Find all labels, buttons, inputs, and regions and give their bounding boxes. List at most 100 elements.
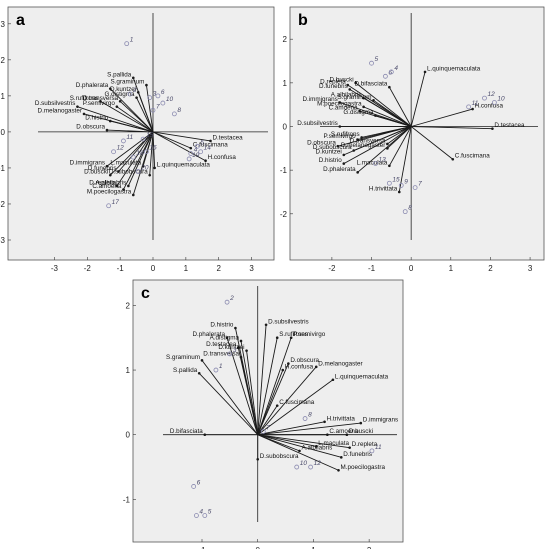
x-tick-label: -2 xyxy=(328,264,336,273)
vector-arrow xyxy=(109,131,154,176)
vector-arrow xyxy=(118,131,154,172)
vector-tip xyxy=(108,87,112,90)
vector-arrow xyxy=(198,372,259,436)
vector-tip xyxy=(348,446,351,449)
sample-point-label: 12 xyxy=(117,145,125,152)
vector-tip xyxy=(76,105,79,108)
sample-point-label: 3 xyxy=(153,91,157,98)
vector-arrow xyxy=(149,131,154,176)
vector-label: S.graminum xyxy=(110,79,144,86)
sample-point-label: 5 xyxy=(208,509,212,516)
x-tick-label: 2 xyxy=(367,546,372,549)
sample-point xyxy=(412,185,418,191)
sample-point xyxy=(466,104,472,110)
vector-arrow xyxy=(100,100,154,133)
vector-tip xyxy=(359,421,363,425)
vector-tip xyxy=(256,457,260,461)
vector-label: D.transversa xyxy=(350,137,386,144)
panel-a: a-3-2-10123-3-2-10123S.graminumS.pallida… xyxy=(0,6,275,273)
vector-label: D.melanogaster xyxy=(341,142,385,149)
x-tick-label: -1 xyxy=(117,264,125,273)
sample-point xyxy=(124,41,130,47)
vector-label: G.distigma xyxy=(104,91,135,98)
sample-point xyxy=(198,149,204,155)
sample-point-label: 2 xyxy=(132,87,137,94)
vector-arrow xyxy=(343,126,412,164)
vector-tip xyxy=(197,371,201,375)
vector-arrow xyxy=(257,363,289,435)
sample-point-label: 12 xyxy=(314,460,322,467)
sample-point-label: 16 xyxy=(149,145,157,152)
sample-point-label: 5 xyxy=(375,56,379,63)
vector-tip xyxy=(386,142,389,146)
sample-point-label: 1 xyxy=(130,37,134,44)
y-tick-label: -1 xyxy=(0,164,6,173)
sample-point xyxy=(111,149,116,155)
vector-label: D.funebris xyxy=(88,165,117,172)
vector-tip xyxy=(281,368,285,372)
vector-tip xyxy=(136,90,140,94)
vector-tip xyxy=(236,346,240,349)
y-tick-label: -1 xyxy=(280,166,288,175)
vector-label: D.funebris xyxy=(343,451,372,458)
vector-label: M.poecilogastra xyxy=(87,188,132,195)
sample-point xyxy=(135,169,141,174)
vector-tip xyxy=(239,339,243,343)
vector-arrow xyxy=(240,357,259,435)
vector-arrow xyxy=(337,126,412,147)
vector-arrow xyxy=(257,405,278,435)
vector-arrow xyxy=(106,131,154,167)
y-tick-label: 2 xyxy=(283,35,288,44)
vector-arrow xyxy=(410,71,426,127)
vector-arrow xyxy=(357,126,412,173)
sample-point xyxy=(121,138,126,144)
vector-tip xyxy=(148,173,152,177)
sample-point-label: 9 xyxy=(404,178,408,185)
sample-point-label: 13 xyxy=(378,157,386,164)
vector-tip xyxy=(362,105,365,109)
vector-tip xyxy=(264,323,268,327)
vector-label: D.repleta xyxy=(89,179,115,186)
vector-tip xyxy=(423,70,427,74)
sample-point-label: 18 xyxy=(136,150,144,157)
vector-label: H.confusa xyxy=(285,364,314,371)
vector-arrow xyxy=(363,97,412,127)
y-tick-label: 0 xyxy=(126,431,131,440)
sample-point xyxy=(186,156,192,162)
sample-point-label: 11 xyxy=(472,100,479,107)
vector-tip xyxy=(336,144,340,148)
vector-label: A.albilabris xyxy=(302,444,333,451)
vector-arrow xyxy=(145,85,154,132)
vector-tip xyxy=(372,99,375,102)
sample-point xyxy=(302,416,308,421)
vector-tip xyxy=(239,355,243,359)
vector-arrow xyxy=(119,100,154,133)
vector-label: D.subobscura xyxy=(313,144,352,151)
vector-label: D.phalerata xyxy=(193,331,226,338)
panel-label: a xyxy=(16,12,25,29)
sample-point xyxy=(202,513,208,518)
sample-point-label: 7 xyxy=(156,103,160,110)
vector-label: D.repleta xyxy=(320,79,346,86)
vector-label: L.quinquemaculata xyxy=(427,65,481,72)
vector-tip xyxy=(356,171,359,174)
vector-tip xyxy=(346,83,350,87)
vector-arrow xyxy=(142,131,154,167)
sample-point xyxy=(294,464,300,470)
vector-label: L.maculata xyxy=(318,440,349,447)
sample-point-label: 6 xyxy=(161,89,165,96)
vector-label: D.repleta xyxy=(352,441,378,448)
vector-label: D.subsilvestris xyxy=(268,318,309,325)
vector-arrow xyxy=(257,434,350,449)
vector-tip xyxy=(245,349,248,352)
y-tick-label: -3 xyxy=(0,236,6,245)
sample-point xyxy=(213,367,219,373)
vector-tip xyxy=(314,365,318,369)
vector-label: D.immigrans xyxy=(363,417,398,424)
vector-tip xyxy=(209,139,212,143)
vector-tip xyxy=(127,184,130,188)
vector-label: G.distigma xyxy=(343,109,374,116)
vector-label: H.trivittata xyxy=(327,415,356,422)
vector-tip xyxy=(388,164,391,168)
vector-arrow xyxy=(257,379,334,436)
